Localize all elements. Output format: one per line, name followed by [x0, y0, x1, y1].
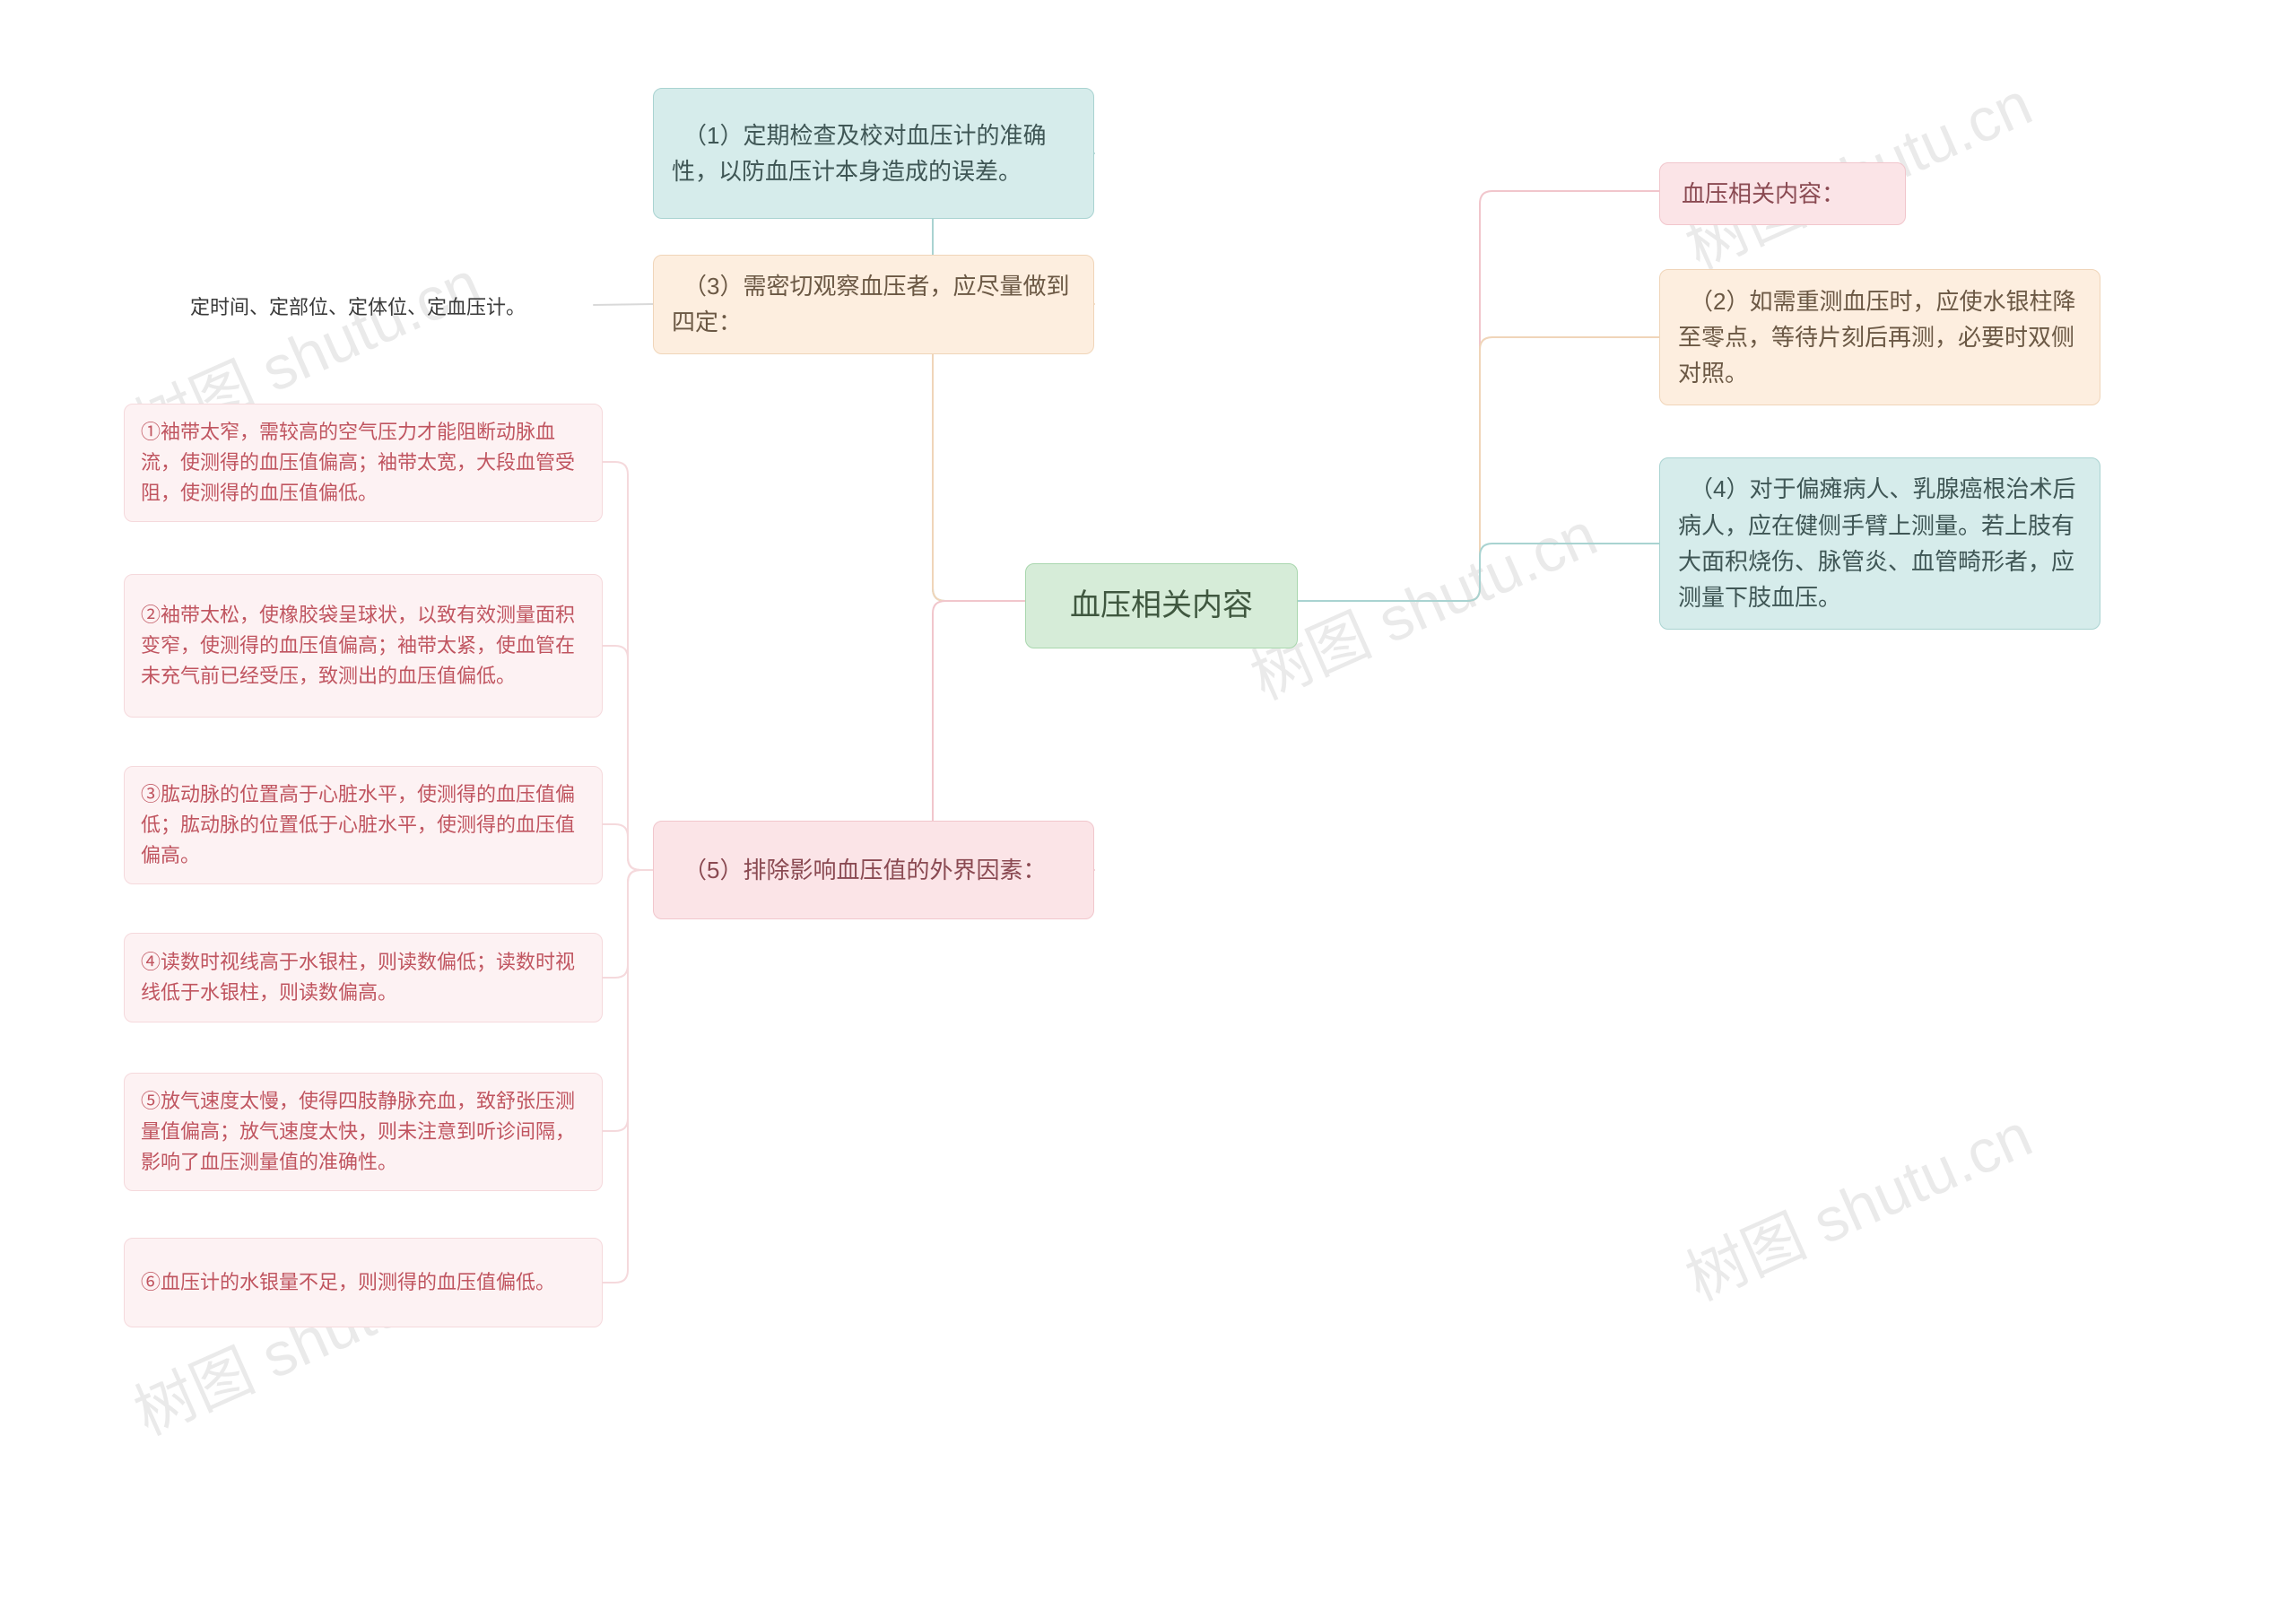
- left-point1-node: （1）定期检查及校对血压计的准确性，以防血压计本身造成的误差。: [653, 88, 1094, 219]
- left-point3-child-text: 定时间、定部位、定体位、定血压计。: [190, 292, 590, 323]
- mindmap-stage: 树图 shutu.cn树图 shutu.cn树图 shutu.cn树图 shut…: [0, 0, 2296, 1601]
- left-point5-child-1: ②袖带太松，使橡胶袋呈球状，以致有效测量面积变窄，使测得的血压值偏高；袖带太紧，…: [124, 574, 603, 718]
- left-point5-child-5: ⑥血压计的水银量不足，则测得的血压值偏低。: [124, 1238, 603, 1327]
- left-point3-node: （3）需密切观察血压者，应尽量做到四定：: [653, 255, 1094, 354]
- left-point5-node: （5）排除影响血压值的外界因素：: [653, 821, 1094, 919]
- left-point5-child-4-text: ⑤放气速度太慢，使得四肢静脉充血，致舒张压测量值偏高；放气速度太快，则未注意到听…: [141, 1086, 586, 1178]
- left-point5-child-5-text: ⑥血压计的水银量不足，则测得的血压值偏低。: [141, 1267, 586, 1298]
- left-point5-child-2-text: ③肱动脉的位置高于心脏水平，使测得的血压值偏低；肱动脉的位置低于心脏水平，使测得…: [141, 779, 586, 871]
- left-point5-child-0: ①袖带太窄，需较高的空气压力才能阻断动脉血流，使测得的血压值偏高；袖带太宽，大段…: [124, 404, 603, 522]
- left-point5-text: （5）排除影响血压值的外界因素：: [672, 852, 1075, 888]
- left-point5-child-0-text: ①袖带太窄，需较高的空气压力才能阻断动脉血流，使测得的血压值偏高；袖带太宽，大段…: [141, 417, 586, 509]
- right-title-text: 血压相关内容：: [1682, 176, 1883, 212]
- left-point5-child-2: ③肱动脉的位置高于心脏水平，使测得的血压值偏低；肱动脉的位置低于心脏水平，使测得…: [124, 766, 603, 884]
- right-point4-node: （4）对于偏瘫病人、乳腺癌根治术后病人，应在健侧手臂上测量。若上肢有大面积烧伤、…: [1659, 457, 2100, 630]
- left-point5-child-1-text: ②袖带太松，使橡胶袋呈球状，以致有效测量面积变窄，使测得的血压值偏高；袖带太紧，…: [141, 600, 586, 692]
- left-point5-child-3: ④读数时视线高于水银柱，则读数偏低；读数时视线低于水银柱，则读数偏高。: [124, 933, 603, 1022]
- left-point1-text: （1）定期检查及校对血压计的准确性，以防血压计本身造成的误差。: [672, 117, 1075, 190]
- right-point4-text: （4）对于偏瘫病人、乳腺癌根治术后病人，应在健侧手臂上测量。若上肢有大面积烧伤、…: [1678, 471, 2082, 615]
- right-title-node: 血压相关内容：: [1659, 162, 1906, 225]
- center-node: 血压相关内容: [1025, 563, 1298, 648]
- right-point2-node: （2）如需重测血压时，应使水银柱降至零点，等待片刻后再测，必要时双侧对照。: [1659, 269, 2100, 405]
- left-point5-child-4: ⑤放气速度太慢，使得四肢静脉充血，致舒张压测量值偏高；放气速度太快，则未注意到听…: [124, 1073, 603, 1191]
- right-point2-text: （2）如需重测血压时，应使水银柱降至零点，等待片刻后再测，必要时双侧对照。: [1678, 283, 2082, 392]
- left-point3-child-node: 定时间、定部位、定体位、定血压计。: [187, 287, 594, 328]
- left-point3-text: （3）需密切观察血压者，应尽量做到四定：: [672, 268, 1075, 341]
- left-point5-child-3-text: ④读数时视线高于水银柱，则读数偏低；读数时视线低于水银柱，则读数偏高。: [141, 947, 586, 1008]
- center-node-text: 血压相关内容: [1048, 582, 1275, 630]
